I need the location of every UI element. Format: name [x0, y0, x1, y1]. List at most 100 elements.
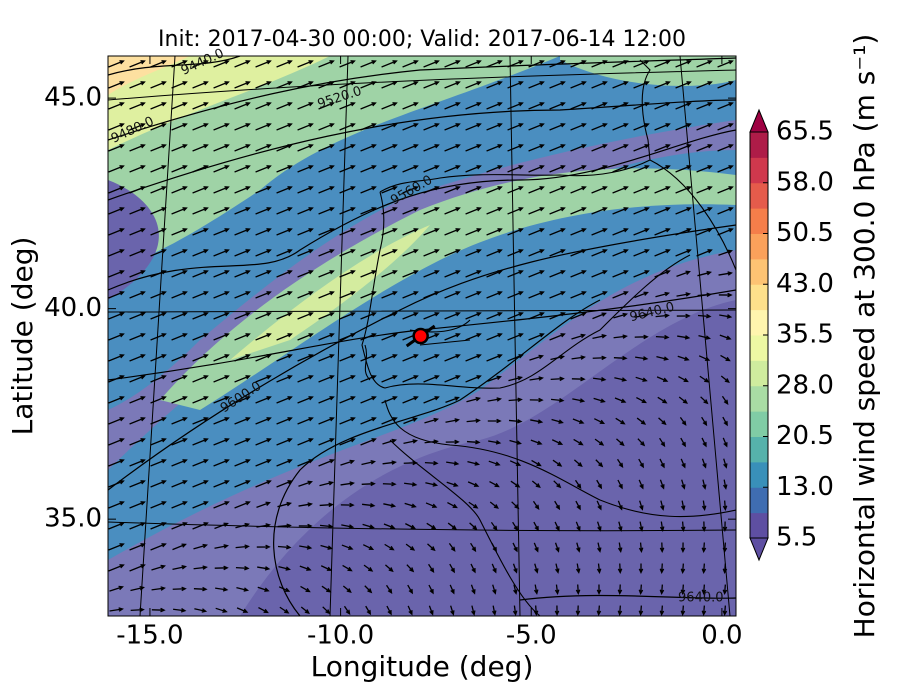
wind-arrow: [171, 459, 188, 467]
y-tick-label: 45.0: [44, 83, 102, 113]
wind-arrow: [675, 249, 692, 257]
wind-arrow: [298, 502, 313, 507]
wind-arrow: [444, 375, 461, 383]
wind-arrow: [404, 482, 418, 487]
wind-arrow: [445, 439, 460, 445]
colorbar-band: [750, 309, 768, 336]
wind-arrow: [108, 186, 125, 194]
wind-arrow: [277, 544, 292, 550]
wind-arrow: [234, 165, 251, 173]
colorbar-tick-label: 13.0: [776, 472, 834, 502]
wind-arrow: [465, 144, 482, 152]
wind-arrow: [549, 123, 566, 131]
wind-arrow: [470, 542, 477, 553]
wind-arrow: [108, 270, 125, 278]
wind-arrow: [319, 480, 334, 487]
wind-arrow: [297, 123, 314, 131]
wind-arrow: [255, 333, 272, 341]
wind-arrow: [633, 81, 650, 89]
wind-arrow: [339, 165, 356, 173]
wind-arrow: [192, 459, 209, 467]
site-marker: [412, 327, 429, 345]
wind-arrow: [276, 270, 293, 278]
wind-arrow: [171, 333, 188, 341]
wind-arrow: [654, 249, 671, 257]
wind-arrow: [720, 375, 730, 383]
wind-arrow: [193, 586, 208, 592]
wind-arrow: [192, 480, 209, 488]
wind-arrow: [129, 60, 146, 68]
wind-arrow: [150, 501, 167, 509]
wind-arrow: [507, 270, 524, 278]
wind-arrow: [213, 375, 230, 383]
wind-arrow: [340, 502, 355, 508]
wind-arrow: [465, 81, 482, 89]
wind-arrow: [318, 438, 335, 446]
wind-arrow: [576, 542, 581, 553]
wind-arrow: [486, 333, 503, 341]
wind-arrow: [171, 81, 188, 89]
wind-arrow: [717, 102, 734, 110]
wind-arrow: [297, 102, 314, 110]
wind-arrow: [423, 165, 440, 173]
wind-arrow: [365, 605, 372, 616]
wind-arrow: [172, 543, 187, 551]
wind-arrow: [213, 459, 230, 467]
wind-arrow: [592, 312, 607, 320]
wind-arrow: [108, 438, 125, 446]
wind-arrow: [612, 207, 629, 215]
wind-arrow: [276, 312, 293, 320]
colorbar-band: [750, 258, 768, 285]
wind-arrow: [528, 81, 545, 89]
wind-arrow: [549, 186, 566, 194]
wind-arrow: [297, 60, 314, 68]
wind-arrow: [108, 291, 125, 299]
wind-arrow: [552, 459, 563, 467]
wind-arrow: [360, 249, 377, 257]
wind-arrow: [446, 481, 459, 487]
wind-arrow: [529, 376, 544, 381]
wind-arrow: [171, 480, 188, 488]
wind-arrow: [717, 123, 734, 131]
wind-arrow: [234, 228, 251, 236]
wind-arrow: [171, 501, 188, 509]
wind-arrow: [297, 270, 314, 278]
wind-arrow: [171, 312, 188, 320]
wind-arrow: [660, 500, 665, 511]
wind-arrow: [171, 186, 188, 194]
wind-arrow: [487, 375, 502, 382]
wind-arrow: [339, 123, 356, 131]
wind-arrow: [573, 438, 584, 446]
wind-arrow: [173, 608, 187, 613]
chart-title: Init: 2017-04-30 00:00; Valid: 2017-06-1…: [158, 27, 686, 52]
wind-arrow: [570, 123, 587, 131]
wind-arrow: [486, 312, 503, 320]
wind-arrow: [612, 228, 629, 236]
wind-arrow: [639, 500, 644, 511]
wind-arrow: [571, 376, 586, 382]
wind-arrow: [486, 102, 503, 110]
wind-arrow: [444, 270, 461, 278]
colorbar-tick-label: 35.5: [776, 320, 834, 350]
wind-arrow: [339, 207, 356, 215]
colorbar-tick-label: 20.5: [776, 421, 834, 451]
wind-arrow: [633, 270, 650, 278]
wind-arrow: [490, 521, 498, 531]
wind-arrow: [150, 81, 167, 89]
contour-label: 9640.0: [678, 591, 724, 606]
wind-arrow: [276, 186, 293, 194]
wind-arrow: [255, 186, 272, 194]
wind-arrow: [276, 123, 293, 131]
wind-arrow: [549, 207, 566, 215]
wind-arrow: [257, 586, 270, 592]
wind-arrow: [555, 563, 560, 574]
wind-arrow: [571, 355, 586, 360]
wind-arrow: [659, 479, 665, 490]
wind-arrow: [257, 566, 271, 571]
wind-arrow: [276, 60, 293, 68]
wind-arrow: [213, 123, 230, 131]
wind-arrow: [297, 291, 314, 299]
wind-arrow: [449, 584, 455, 595]
wind-arrow: [129, 417, 146, 425]
wind-arrow: [276, 354, 293, 362]
